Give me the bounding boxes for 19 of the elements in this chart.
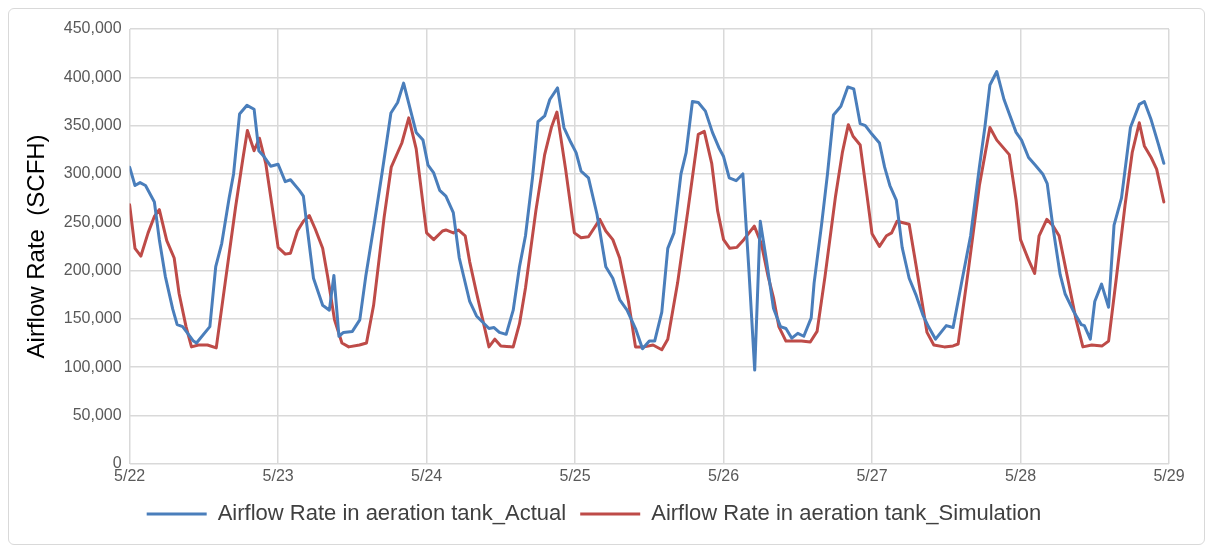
x-tick-label: 5/26 [707,466,740,484]
x-tick-label: 5/23 [262,466,294,484]
y-tick-label: 350,000 [63,116,122,134]
y-tick-label: 250,000 [63,212,122,230]
y-tick-label: 50,000 [72,405,122,423]
y-tick-label: 300,000 [63,164,122,182]
y-tick-label: 450,000 [63,19,122,37]
y-tick-label: 100,000 [63,357,122,375]
x-tick-label: 5/25 [559,466,591,484]
y-tick-label: 400,000 [63,67,122,85]
y-axis-title: Airflow Rate (SCFH) [22,134,50,359]
legend-label: Airflow Rate in aeration tank_Actual [217,500,567,526]
x-tick-label: 5/28 [1004,466,1037,484]
legend-label: Airflow Rate in aeration tank_Simulation [651,500,1042,526]
y-tick-label: 150,000 [63,309,122,327]
y-tick-label: 200,000 [63,260,122,278]
x-tick-label: 5/29 [1153,466,1185,484]
x-tick-label: 5/27 [856,466,888,484]
x-tick-label: 5/24 [411,466,443,484]
